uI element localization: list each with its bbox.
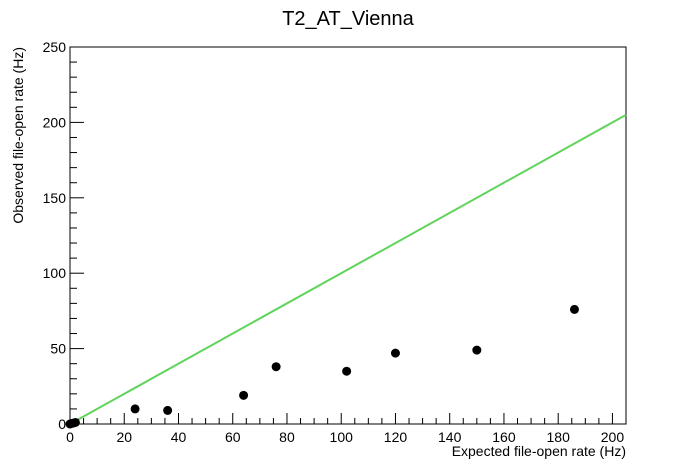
x-tick-label: 40 <box>171 429 187 445</box>
y-tick-label: 150 <box>43 190 67 206</box>
y-tick-label: 50 <box>50 341 66 357</box>
x-tick-label: 120 <box>384 429 408 445</box>
x-tick-label: 100 <box>330 429 354 445</box>
data-point <box>472 345 482 355</box>
data-point <box>239 390 249 400</box>
y-tick-label: 250 <box>43 39 67 55</box>
data-point <box>70 417 80 427</box>
data-point <box>163 405 173 415</box>
y-tick-label: 100 <box>43 265 67 281</box>
reference-line <box>69 113 627 425</box>
x-tick-label: 180 <box>547 429 571 445</box>
x-tick-label: 20 <box>116 429 132 445</box>
x-axis-label: Expected file-open rate (Hz) <box>452 443 626 459</box>
x-tick-label: 160 <box>492 429 516 445</box>
y-axis-label: Observed file-open rate (Hz) <box>10 47 26 224</box>
axis-tick-labels: 0 20 40 60 80 100 120 140 160 180 200 0 50 100 150 200 2… <box>43 39 625 445</box>
data-point <box>390 348 400 358</box>
data-point <box>130 404 140 414</box>
data-point <box>569 304 579 314</box>
data-points <box>65 304 579 429</box>
x-tick-label: 80 <box>279 429 295 445</box>
x-tick-label: 0 <box>66 429 74 445</box>
x-tick-label: 60 <box>225 429 241 445</box>
x-tick-label: 140 <box>438 429 462 445</box>
data-point <box>342 366 352 376</box>
y-tick-label: 200 <box>43 114 67 130</box>
axis-ticks <box>69 46 627 425</box>
y-tick-label: 0 <box>58 416 66 432</box>
x-tick-label: 200 <box>601 429 625 445</box>
chart-title: T2_AT_Vienna <box>282 8 414 30</box>
plot-frame <box>69 46 627 425</box>
data-point <box>271 362 281 372</box>
